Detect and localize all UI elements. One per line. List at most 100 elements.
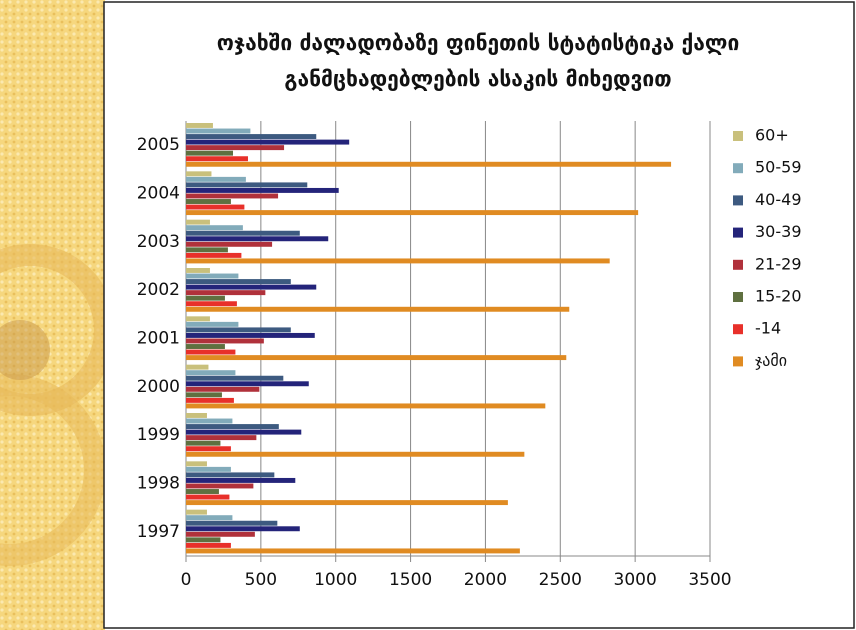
bar [186, 413, 207, 418]
legend-marker [733, 227, 743, 238]
bar [186, 204, 245, 210]
y-tick-label: 1999 [137, 425, 180, 445]
legend-label: 30-39 [755, 222, 802, 241]
bar [186, 316, 210, 322]
bar [186, 252, 242, 258]
bar [186, 520, 278, 526]
bar [186, 446, 231, 452]
x-tick-label: 1500 [389, 570, 432, 590]
bar [186, 364, 209, 370]
bar [186, 472, 275, 478]
bar [186, 236, 329, 242]
bar [186, 370, 236, 376]
bar [186, 187, 339, 193]
bar [186, 176, 246, 182]
bar [186, 477, 296, 483]
bar [186, 161, 672, 167]
x-tick-label: 3000 [614, 570, 657, 590]
bar [186, 139, 350, 145]
legend-marker [733, 324, 743, 335]
chart-title: განმცხადებლების ასაკის მიხედვით [284, 67, 671, 91]
bar [186, 349, 236, 355]
bar [186, 332, 315, 338]
legend-label: -14 [755, 319, 781, 338]
legend-marker [733, 356, 743, 367]
legend-label: 40-49 [755, 190, 802, 209]
bar [186, 290, 266, 296]
y-tick-label: 2004 [137, 184, 180, 204]
bar [186, 128, 251, 134]
y-tick-label: 2001 [137, 329, 180, 349]
bar [186, 531, 255, 537]
bar [186, 193, 279, 199]
y-tick-label: 1997 [137, 522, 180, 542]
x-tick-label: 500 [245, 570, 277, 590]
x-tick-label: 3500 [688, 570, 731, 590]
bar [186, 542, 231, 548]
bar [186, 440, 221, 446]
bar [186, 451, 525, 457]
legend-label: 50-59 [755, 158, 802, 177]
bar [186, 403, 546, 409]
bar [186, 489, 219, 494]
bar [186, 306, 570, 312]
bar [186, 284, 317, 290]
bar [186, 301, 237, 307]
chart-title: ოჯახში ძალადობაზე ფინეთის სტატისტიკა ქალ… [217, 31, 740, 55]
legend-label: 15-20 [755, 287, 802, 306]
bar [186, 123, 213, 128]
bar [186, 392, 222, 398]
legend-marker [733, 195, 743, 206]
bar [186, 429, 302, 435]
y-tick-label: 2005 [137, 135, 180, 155]
bar [186, 397, 234, 403]
bar [186, 500, 508, 506]
bar [186, 145, 285, 151]
bar [186, 258, 610, 264]
bar [186, 210, 639, 216]
bar [186, 461, 207, 467]
legend-marker [733, 131, 743, 141]
bar [186, 509, 207, 515]
bar [186, 386, 260, 392]
legend-label: ჯამი [755, 351, 787, 370]
bar [186, 219, 210, 225]
y-tick-label: 2003 [137, 232, 180, 252]
bar [186, 537, 221, 543]
bar [186, 526, 300, 532]
bar [186, 225, 243, 231]
x-tick-label: 0 [181, 570, 192, 590]
bar [186, 182, 308, 188]
x-tick-label: 2000 [464, 570, 507, 590]
legend-label: 60+ [755, 126, 789, 145]
bar [186, 327, 291, 333]
bar [186, 279, 291, 285]
bar [186, 435, 257, 441]
x-tick-label: 2500 [539, 570, 582, 590]
bar [186, 548, 520, 554]
bar [186, 134, 317, 140]
bar [186, 150, 234, 156]
bar [186, 321, 239, 327]
legend-marker [733, 259, 743, 270]
decor-strip [0, 0, 116, 630]
bar [186, 338, 264, 344]
y-tick-label: 2002 [137, 280, 180, 300]
bar [186, 466, 231, 472]
bar [186, 268, 210, 273]
x-tick-label: 1000 [314, 570, 357, 590]
y-tick-label: 2000 [137, 377, 180, 397]
bar [186, 418, 233, 424]
bar [186, 171, 212, 177]
bar [186, 515, 233, 521]
bar [186, 230, 300, 236]
bar [186, 295, 225, 301]
bar [186, 273, 239, 279]
bar [186, 199, 231, 204]
bar [186, 424, 279, 430]
bar [186, 344, 225, 349]
bar [186, 247, 228, 253]
legend-marker [733, 292, 743, 302]
legend-label: 21-29 [755, 254, 802, 273]
